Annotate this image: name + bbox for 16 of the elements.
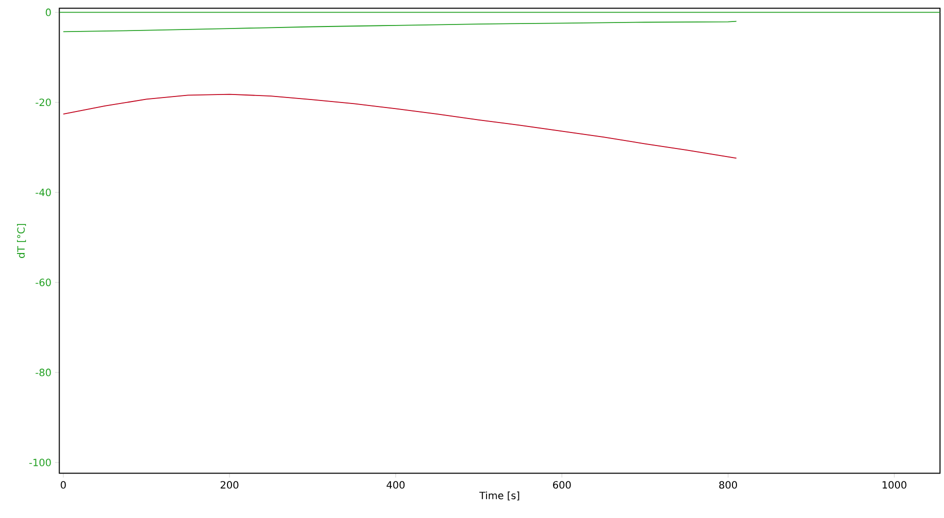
line-series (62, 94, 737, 159)
x-tick-label: 600 (553, 481, 571, 489)
y-tick-label: -40 (36, 188, 51, 196)
y-axis-title: dT [°C] (17, 224, 26, 258)
x-tick-label: 1000 (882, 481, 906, 489)
line-series (62, 20, 737, 32)
y-tick-label: -80 (36, 368, 51, 376)
x-axis-title: Time [s] (479, 492, 520, 500)
x-tick-label: 400 (386, 481, 405, 489)
y-tick-label: -60 (36, 278, 51, 286)
x-tick-label: 0 (60, 481, 66, 489)
x-tick-label: 800 (719, 481, 737, 489)
y-tick-label: -100 (29, 458, 51, 466)
y-tick-label: -20 (36, 98, 51, 106)
y-tick-label: 0 (46, 8, 51, 16)
x-tick-label: 200 (220, 481, 238, 489)
